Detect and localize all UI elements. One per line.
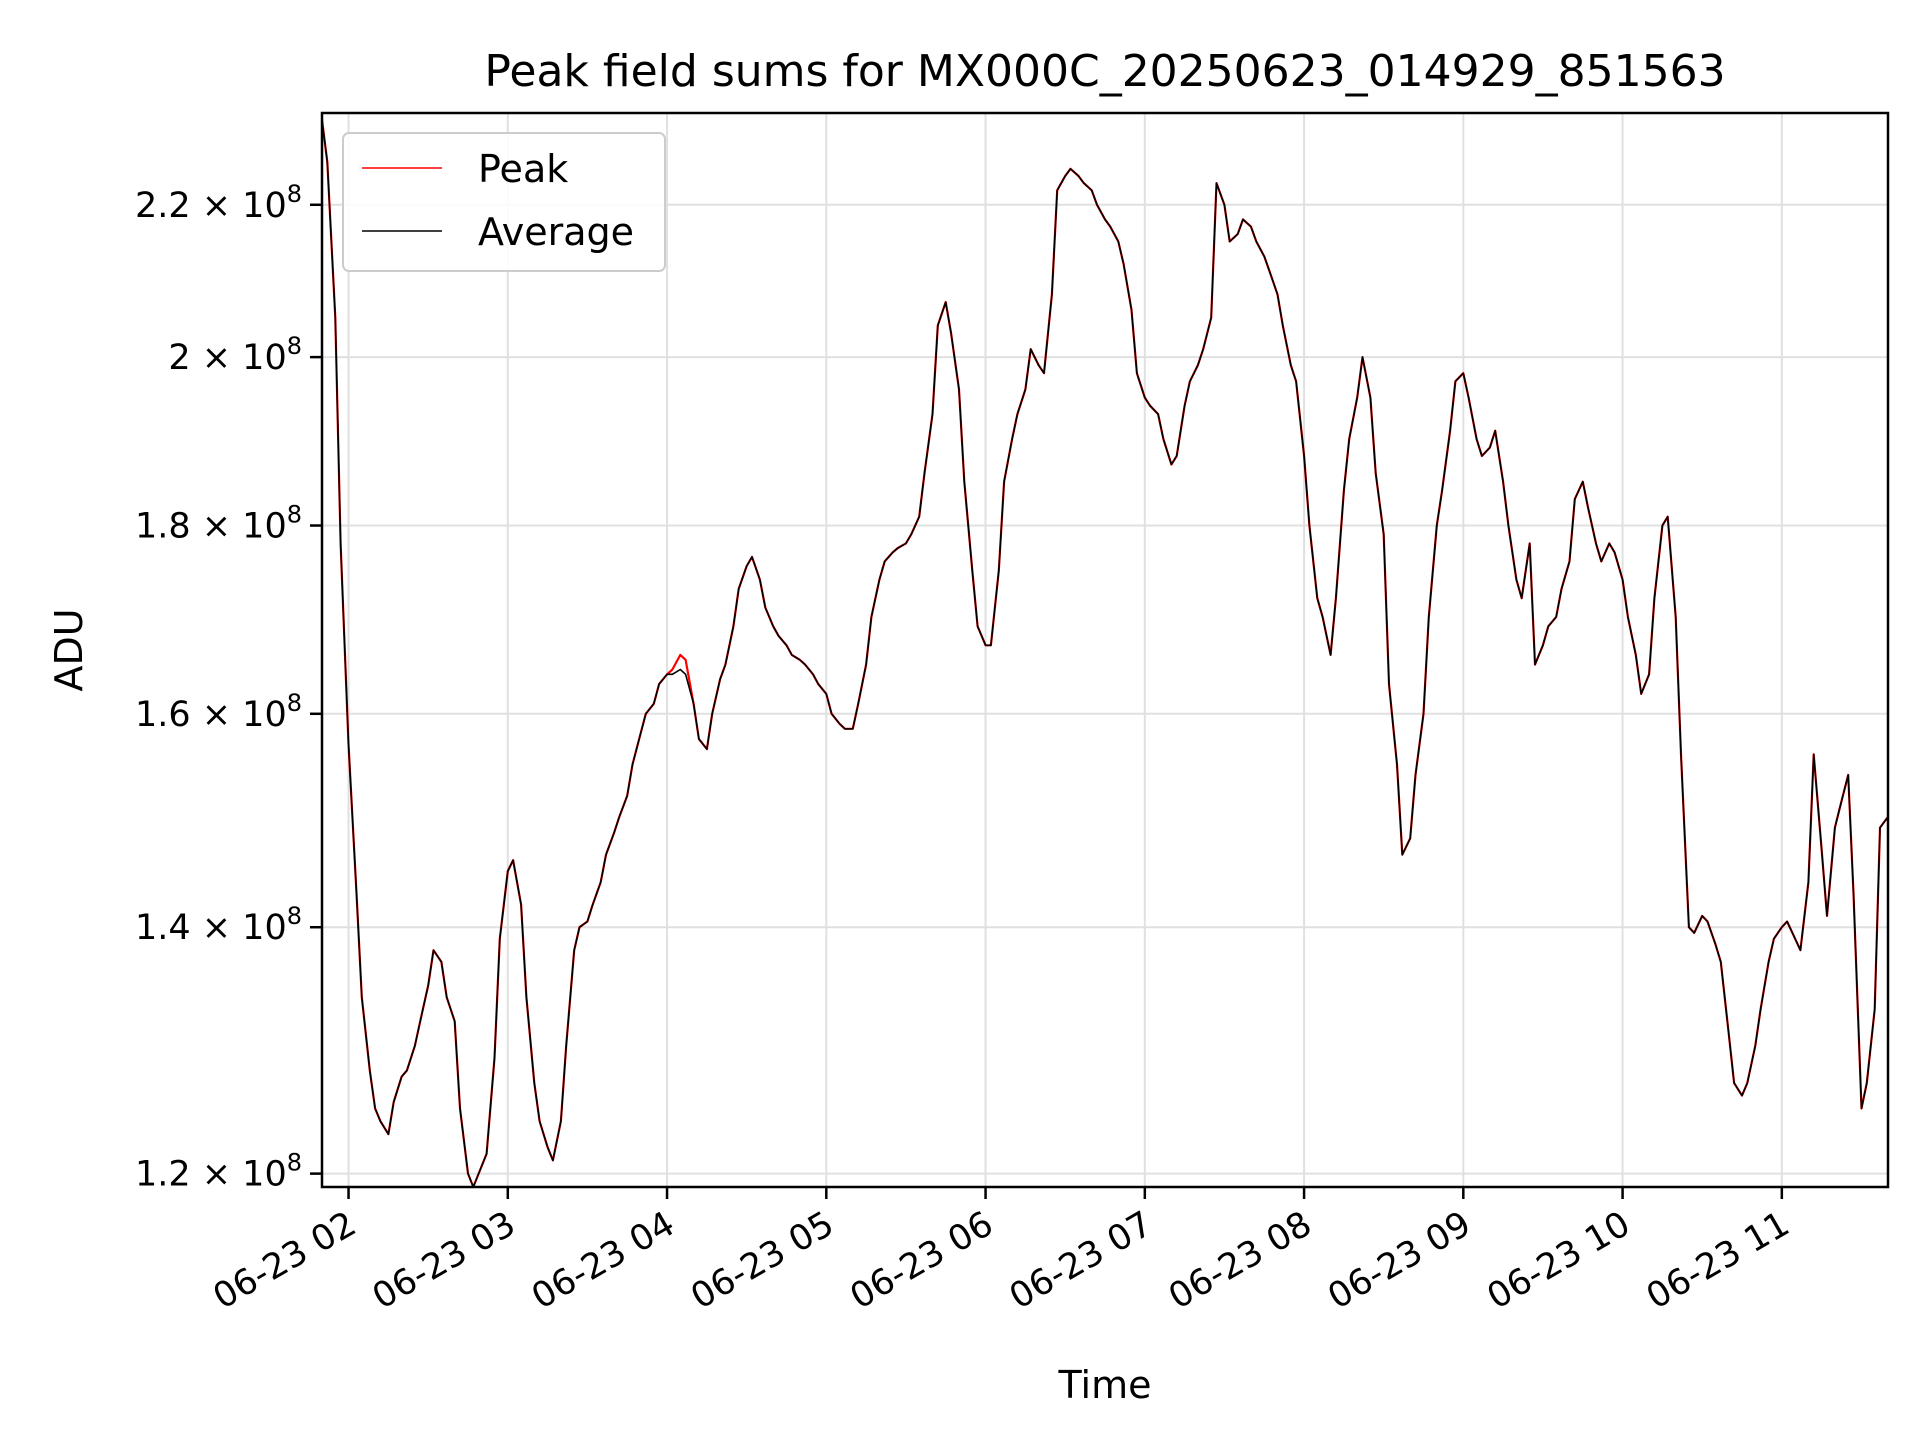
legend-label-average: Average — [478, 210, 634, 254]
chart-title: Peak field sums for MX000C_20250623_0149… — [484, 46, 1725, 97]
legend-label-peak: Peak — [478, 147, 568, 191]
y-tick-label: 2 × 108 — [168, 332, 302, 378]
y-axis-label: ADU — [47, 608, 91, 691]
plot-frame — [320, 111, 1890, 1189]
legend: Peak Average — [342, 132, 666, 272]
plot-lines — [320, 119, 1889, 1189]
series-line-average — [321, 119, 1889, 1188]
y-tick-label: 2.2 × 108 — [135, 180, 302, 226]
y-tick-label: 1.2 × 108 — [135, 1149, 302, 1195]
y-tick-label: 1.4 × 108 — [135, 902, 302, 948]
y-tick-label: 1.6 × 108 — [135, 689, 302, 735]
x-axis-label: Time — [1058, 1363, 1152, 1407]
y-tick-label: 1.8 × 108 — [135, 501, 302, 547]
